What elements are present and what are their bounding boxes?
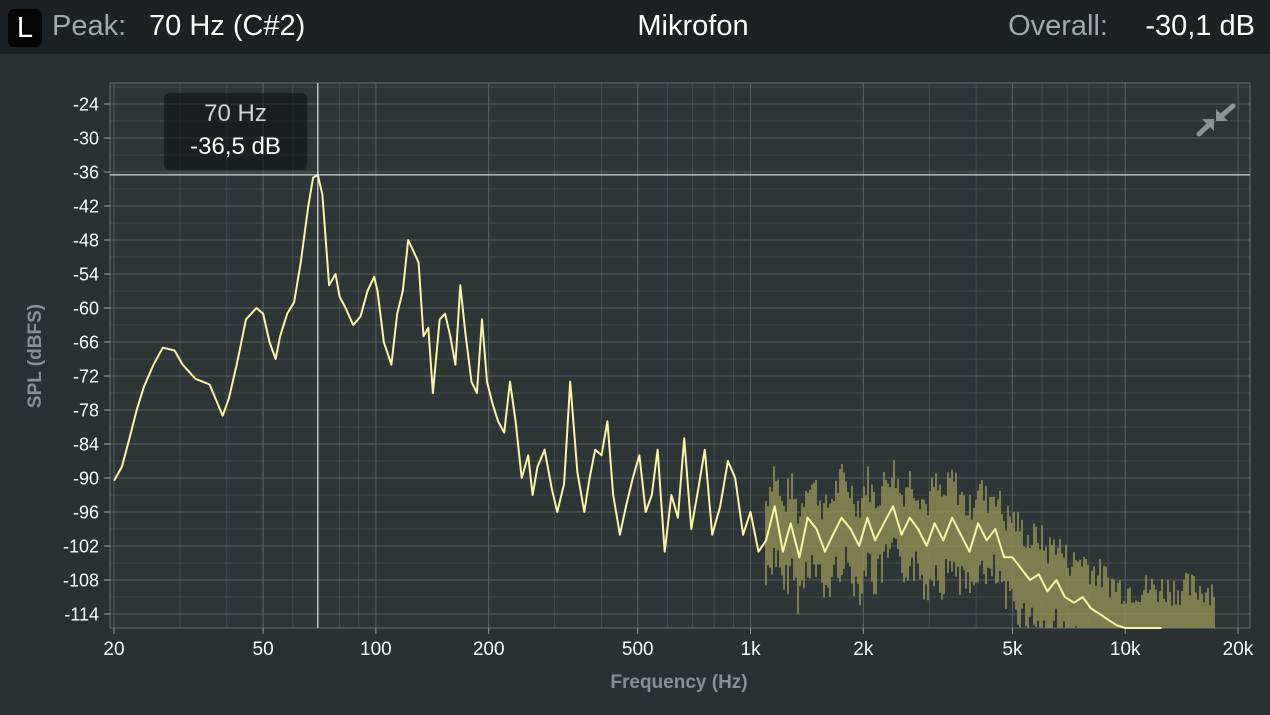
- y-tick-label: -108: [63, 571, 99, 591]
- x-tick-label: 2k: [853, 639, 874, 660]
- overall-value: -30,1 dB: [1145, 10, 1255, 42]
- channel-badge[interactable]: L: [8, 9, 42, 47]
- cursor-level: -36,5 dB: [190, 133, 281, 160]
- x-tick-label: 500: [622, 639, 654, 660]
- x-axis-ticks: 20 50 100 200 500 1k 2k 5k 10k 20k: [103, 628, 1254, 660]
- x-tick-label: 20: [103, 639, 124, 660]
- x-tick-label: 100: [360, 639, 392, 660]
- plot-border: [109, 82, 1251, 629]
- y-tick-label: -36: [73, 163, 99, 183]
- y-tick-label: -102: [63, 537, 99, 557]
- x-tick-label: 1k: [741, 639, 762, 660]
- y-tick-label: -54: [73, 265, 99, 285]
- spectrum-series-line: [113, 173, 1162, 629]
- spectrum-noise-band: [765, 460, 1215, 628]
- y-tick-label: -96: [73, 503, 99, 523]
- x-tick-label: 5k: [1002, 639, 1023, 660]
- plot-area[interactable]: [110, 83, 1250, 628]
- x-tick-label: 10k: [1110, 639, 1141, 660]
- y-axis-label: SPL (dBFS): [25, 304, 46, 408]
- y-tick-label: -90: [73, 469, 99, 489]
- y-tick-label: -24: [73, 95, 99, 115]
- top-bar: L Peak: 70 Hz (C#2) Mikrofon Overall: -3…: [0, 0, 1270, 54]
- peak-value: 70 Hz (C#2): [149, 10, 306, 42]
- cursor-readout: 70 Hz -36,5 dB: [164, 93, 307, 170]
- y-axis-ticks: -24 -30 -36 -42 -48 -54 -60 -66 -72 -78 -84 -90 -96 -…: [63, 95, 110, 625]
- y-tick-label: -78: [73, 401, 99, 421]
- collapse-arrows-icon[interactable]: [1195, 100, 1237, 140]
- cursor-frequency: 70 Hz: [204, 100, 267, 127]
- x-axis-label: Frequency (Hz): [610, 672, 747, 693]
- input-source-title[interactable]: Mikrofon: [637, 10, 749, 42]
- overall-label: Overall:: [1008, 10, 1108, 42]
- y-tick-label: -42: [73, 197, 99, 217]
- y-tick-label: -66: [73, 333, 99, 353]
- y-tick-label: -30: [73, 129, 99, 149]
- y-tick-label: -114: [64, 605, 99, 625]
- y-tick-label: -60: [73, 299, 99, 319]
- peak-label: Peak:: [52, 10, 127, 42]
- y-tick-label: -84: [73, 435, 99, 455]
- y-tick-label: -48: [73, 231, 99, 251]
- x-tick-label: 50: [253, 639, 274, 660]
- x-tick-label: 20k: [1223, 639, 1254, 660]
- x-tick-label: 200: [473, 639, 505, 660]
- y-tick-label: -72: [73, 367, 99, 387]
